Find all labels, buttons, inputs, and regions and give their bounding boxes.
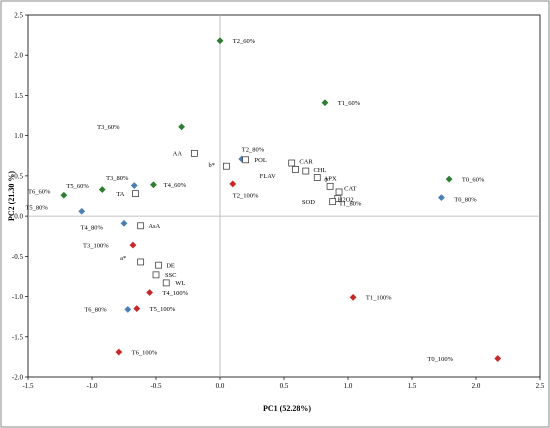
point-label: b* <box>208 162 215 169</box>
x-tick-label: -0.5 <box>150 382 162 390</box>
data-point-t3-80 <box>130 182 138 190</box>
data-point-t1-100 <box>349 293 357 301</box>
y-tick-label: 1.0 <box>14 132 23 140</box>
point-label: T5_80% <box>25 205 48 212</box>
point-label: APX <box>324 176 337 183</box>
data-point-wl <box>162 279 170 287</box>
y-tick-label: -2.0 <box>12 374 24 382</box>
point-label: a* <box>120 255 126 262</box>
data-point-t0-80 <box>437 194 445 202</box>
y-axis-title: PC2 (21.30 %) <box>7 171 16 221</box>
point-label: TA <box>116 191 124 198</box>
data-point-aa <box>190 149 198 157</box>
data-point-apx <box>326 182 334 190</box>
data-point-asa <box>137 222 145 230</box>
data-point-t0-60 <box>445 175 453 183</box>
point-label: T2_60% <box>233 38 256 45</box>
data-point-t2-60 <box>216 37 224 45</box>
x-tick-label: 0.0 <box>216 382 225 390</box>
y-tick-label: 0.5 <box>14 172 23 180</box>
y-tick-label: 2.0 <box>14 52 23 60</box>
data-point-t3-60 <box>178 123 186 131</box>
point-label: T4_80% <box>80 225 103 232</box>
data-point-t3-100 <box>129 241 137 249</box>
point-label: SSC <box>165 272 177 279</box>
x-tick-label: 2.0 <box>472 382 481 390</box>
y-tick-label: 1.5 <box>14 92 23 100</box>
point-label: FLAV <box>260 173 276 180</box>
x-tick-label: -1.5 <box>22 382 34 390</box>
data-point-t4-100 <box>146 289 154 297</box>
data-point-t1-60 <box>321 99 329 107</box>
y-tick-label: 2.5 <box>14 12 23 20</box>
point-label: T2_100% <box>233 192 259 199</box>
data-point-t5-80 <box>78 207 86 215</box>
marks-layer: T2_60% T1_60% T3_60% T0_60% T4_60% T5_60% T6_6… <box>25 37 502 363</box>
point-label: T2_80% <box>242 147 265 154</box>
point-label: T5_100% <box>150 306 176 313</box>
data-point-t4-60 <box>149 181 157 189</box>
y-tick-label: -1.5 <box>12 333 24 341</box>
point-label: AA <box>173 151 183 158</box>
data-point-car <box>288 159 296 167</box>
point-label: T1_80% <box>339 201 362 208</box>
data-point-t5-60 <box>98 186 106 194</box>
point-label: T0_80% <box>454 197 477 204</box>
data-point-ssc <box>152 271 160 279</box>
point-label: T0_60% <box>462 176 485 183</box>
data-point-b <box>222 162 230 170</box>
point-label: H2O2 <box>338 197 354 204</box>
data-point-t5-100 <box>133 305 141 313</box>
data-point-a <box>137 258 145 266</box>
point-label: T0_100% <box>427 356 453 363</box>
point-label: T3_80% <box>106 175 129 182</box>
point-label: AsA <box>148 223 160 230</box>
point-label: T5_60% <box>66 183 89 190</box>
data-point-ta <box>132 190 139 197</box>
y-tick-label: 0.0 <box>14 213 23 221</box>
point-label: T3_100% <box>83 242 109 249</box>
point-label: WL <box>175 280 185 287</box>
data-point-t6-60 <box>60 191 68 199</box>
point-label: T6_80% <box>84 307 107 314</box>
point-label: T6_60% <box>28 188 51 195</box>
data-point-cat <box>335 188 343 196</box>
y-tick-label: -1.0 <box>12 293 24 301</box>
point-label: T4_100% <box>162 290 188 297</box>
point-label: T1_100% <box>366 295 392 302</box>
y-tick-label: -0.5 <box>12 253 24 261</box>
axes-layer: -1.5 -1.0 -0.5 0.0 0.5 1.0 1.5 2.0 2.5-2.0-1.5-1… <box>12 12 545 391</box>
point-label: SOD <box>302 199 315 206</box>
x-tick-label: -1.0 <box>86 382 98 390</box>
point-label: CAT <box>344 185 356 192</box>
point-label: T1_60% <box>338 100 361 107</box>
data-point-pol <box>242 156 250 164</box>
x-tick-label: 0.5 <box>280 382 289 390</box>
x-tick-label: 2.5 <box>536 382 545 390</box>
x-tick-label: 1.0 <box>344 382 353 390</box>
data-point-f <box>313 174 321 181</box>
data-point-t2-100 <box>229 180 237 188</box>
data-point-t6-80 <box>124 305 132 313</box>
point-label: T6_100% <box>132 349 158 356</box>
x-tick-label: 1.5 <box>408 382 417 390</box>
data-point-flav <box>292 166 299 173</box>
point-label: T3_60% <box>97 124 120 131</box>
point-label: F <box>325 177 329 184</box>
point-label: POL <box>255 157 267 164</box>
data-point-t0-100 <box>494 355 502 362</box>
plot-area <box>27 14 541 378</box>
point-label: CAR <box>299 159 313 166</box>
point-label: T4_60% <box>164 182 187 189</box>
data-point-t4-80 <box>120 219 128 227</box>
point-label: DE <box>166 262 175 269</box>
data-point-de <box>155 261 162 269</box>
data-point-sod <box>329 198 337 206</box>
data-point-t6-100 <box>115 348 123 356</box>
x-axis-title: PC1 (52.28%) <box>263 404 311 413</box>
data-point-chl <box>302 167 310 175</box>
point-label: CHL <box>313 167 326 174</box>
